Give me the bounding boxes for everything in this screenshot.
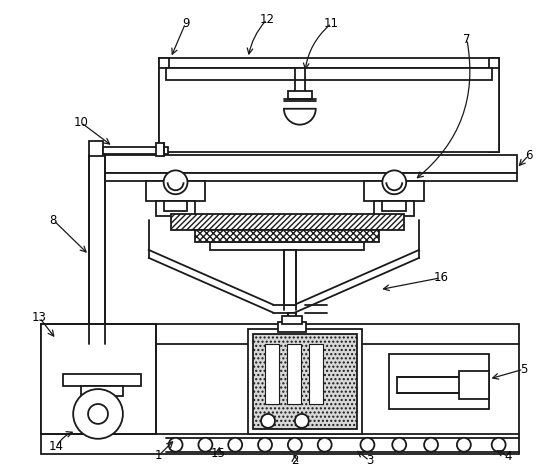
Circle shape: [258, 438, 272, 452]
Text: 14: 14: [49, 440, 64, 453]
Text: 5: 5: [520, 363, 527, 376]
Circle shape: [424, 438, 438, 452]
Bar: [288, 313, 296, 341]
Text: 9: 9: [182, 17, 189, 30]
Bar: [63, 374, 141, 386]
Bar: [159, 68, 499, 153]
Text: 15: 15: [211, 447, 226, 460]
Bar: [459, 371, 489, 399]
Bar: [41, 325, 156, 434]
Bar: [146, 181, 205, 201]
Bar: [278, 323, 306, 333]
Circle shape: [164, 171, 188, 194]
Bar: [397, 377, 467, 393]
Bar: [265, 344, 279, 404]
Bar: [309, 344, 322, 404]
Circle shape: [492, 438, 506, 452]
Circle shape: [382, 171, 406, 194]
Bar: [196, 230, 379, 242]
Text: 7: 7: [463, 32, 470, 46]
Circle shape: [392, 438, 406, 452]
Circle shape: [457, 438, 471, 452]
Text: 6: 6: [525, 149, 532, 162]
Bar: [41, 325, 519, 454]
Text: 8: 8: [50, 213, 57, 227]
Circle shape: [198, 438, 212, 452]
Text: 4: 4: [505, 450, 512, 463]
Circle shape: [169, 438, 183, 452]
Bar: [159, 58, 499, 68]
Circle shape: [228, 438, 242, 452]
Bar: [284, 250, 296, 305]
Circle shape: [295, 414, 309, 428]
Bar: [156, 143, 164, 156]
Circle shape: [88, 404, 108, 424]
Bar: [81, 386, 123, 396]
Bar: [364, 181, 424, 201]
Bar: [287, 344, 301, 404]
Bar: [91, 155, 517, 173]
Text: 1: 1: [155, 449, 163, 462]
Wedge shape: [284, 109, 316, 125]
Bar: [171, 214, 404, 230]
Bar: [375, 201, 414, 216]
Bar: [103, 146, 167, 154]
Text: 3: 3: [366, 454, 373, 467]
Text: 13: 13: [32, 311, 47, 324]
Circle shape: [73, 389, 123, 439]
Bar: [89, 140, 103, 156]
Circle shape: [288, 438, 302, 452]
Text: 12: 12: [260, 13, 275, 26]
Bar: [166, 68, 492, 80]
Bar: [382, 201, 406, 211]
Bar: [156, 201, 196, 216]
Bar: [89, 155, 105, 344]
Text: 2: 2: [291, 454, 299, 467]
Bar: [489, 58, 499, 153]
Bar: [288, 91, 312, 99]
Bar: [159, 58, 169, 153]
Bar: [210, 242, 364, 250]
Circle shape: [318, 438, 332, 452]
Bar: [248, 329, 363, 434]
Bar: [282, 316, 302, 325]
Text: 16: 16: [434, 271, 448, 284]
Text: 11: 11: [324, 17, 339, 30]
Bar: [91, 173, 517, 181]
Bar: [389, 354, 489, 409]
Circle shape: [360, 438, 375, 452]
Text: 10: 10: [74, 116, 88, 129]
Circle shape: [261, 414, 275, 428]
Bar: [253, 334, 358, 429]
Bar: [164, 201, 188, 211]
